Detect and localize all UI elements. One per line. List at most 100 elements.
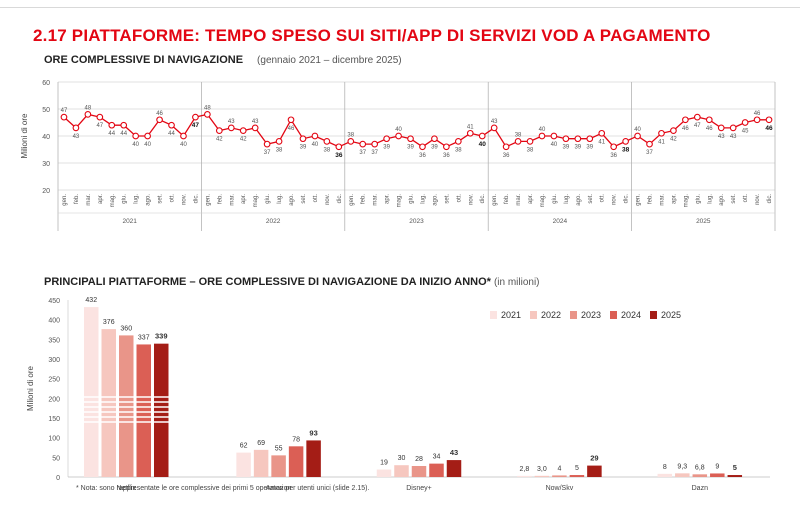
data-label: 38 xyxy=(515,132,522,138)
month-label: set. xyxy=(588,194,594,204)
data-label: 39 xyxy=(407,145,414,151)
data-point xyxy=(514,138,522,145)
month-label: gen. xyxy=(62,194,68,206)
data-point xyxy=(634,132,641,140)
legend-swatch xyxy=(570,311,577,319)
data-point xyxy=(156,116,163,124)
bar-value-label: 5 xyxy=(733,463,737,472)
data-label: 40 xyxy=(479,141,487,148)
legend-label: 2025 xyxy=(661,310,681,320)
y-tick-label: 50 xyxy=(42,107,50,114)
section2-heading: PRINCIPALI PIATTAFORME – ORE COMPLESSIVE… xyxy=(44,276,540,288)
data-point xyxy=(490,124,498,132)
data-label: 38 xyxy=(324,147,331,153)
data-point xyxy=(323,138,331,145)
month-label: mar. xyxy=(229,194,235,206)
data-point xyxy=(84,111,92,118)
month-label: lug. xyxy=(707,194,713,204)
bar xyxy=(675,473,690,477)
data-label: 37 xyxy=(264,150,271,156)
bar xyxy=(84,307,99,477)
bar-value-label: 5 xyxy=(575,465,579,472)
legend-label: 2024 xyxy=(621,310,641,320)
footnote: * Nota: sono rappresentate le ore comple… xyxy=(76,485,370,492)
data-label: 36 xyxy=(443,153,450,159)
data-label: 43 xyxy=(252,119,259,125)
data-point xyxy=(765,116,773,124)
month-label: set. xyxy=(158,194,164,204)
data-label: 40 xyxy=(551,142,558,148)
data-label: 38 xyxy=(347,132,354,138)
y-tick-label: 50 xyxy=(52,455,60,462)
month-label: gen. xyxy=(636,194,642,206)
data-label: 36 xyxy=(335,152,343,159)
bar xyxy=(692,474,708,477)
month-label: giu. xyxy=(409,194,415,204)
y-tick-label: 100 xyxy=(48,436,60,443)
data-point xyxy=(108,121,116,129)
data-point xyxy=(705,116,713,124)
month-label: mar. xyxy=(516,194,522,206)
data-label: 38 xyxy=(276,147,283,153)
data-label: 44 xyxy=(168,131,175,137)
bar-value-label: 6,8 xyxy=(695,464,705,471)
section1-subtitle: (gennaio 2021 – dicembre 2025) xyxy=(257,55,402,66)
data-point xyxy=(311,132,319,140)
data-point xyxy=(72,124,80,132)
data-point xyxy=(263,140,271,148)
month-label: giu. xyxy=(552,194,558,204)
data-label: 48 xyxy=(85,105,92,111)
y-tick-label: 60 xyxy=(42,80,50,87)
data-point xyxy=(729,124,737,132)
y-tick-label: 20 xyxy=(42,188,50,195)
year-label: 2024 xyxy=(553,218,568,225)
data-label: 42 xyxy=(240,137,247,143)
data-label: 40 xyxy=(180,142,187,148)
section2-subtitle: (in milioni) xyxy=(493,277,540,288)
month-label: mag. xyxy=(110,194,116,208)
month-label: ott. xyxy=(743,194,749,203)
bar-value-label: 3,0 xyxy=(537,466,547,473)
month-label: lug. xyxy=(564,194,570,204)
bar-value-label: 9 xyxy=(715,463,719,470)
month-label: giu. xyxy=(122,194,128,204)
category-label: Netflix xyxy=(117,485,137,492)
data-label: 38 xyxy=(455,147,462,153)
data-label: 43 xyxy=(730,134,737,140)
year-label: 2021 xyxy=(122,218,137,225)
month-label: dic. xyxy=(480,194,486,204)
bar-value-label: 360 xyxy=(120,325,132,332)
data-label: 36 xyxy=(419,153,426,159)
bar-value-label: 4 xyxy=(557,465,561,472)
month-label: ago. xyxy=(576,194,582,206)
bar-value-label: 28 xyxy=(415,456,423,463)
data-point xyxy=(407,135,414,143)
month-label: gen. xyxy=(492,194,498,206)
data-label: 42 xyxy=(216,137,223,143)
data-point xyxy=(538,132,546,140)
y-tick-label: 40 xyxy=(42,134,50,141)
month-label: ago. xyxy=(289,194,295,206)
bar xyxy=(136,344,151,477)
data-point xyxy=(443,143,450,151)
month-label: lug. xyxy=(134,194,140,204)
bar xyxy=(429,463,444,477)
data-label: 43 xyxy=(718,134,725,140)
data-point xyxy=(502,143,510,151)
y-tick-label: 200 xyxy=(48,396,60,403)
month-label: nov. xyxy=(468,194,474,205)
bar-value-label: 29 xyxy=(590,454,598,463)
data-point xyxy=(239,127,247,134)
section1-heading: ORE COMPLESSIVE DI NAVIGAZIONE (gennaio 2… xyxy=(44,54,402,66)
y-tick-label: 350 xyxy=(48,337,60,344)
legend-swatch xyxy=(490,311,497,319)
year-label: 2022 xyxy=(266,218,281,225)
y-axis-label: Milioni di ore xyxy=(26,365,35,410)
month-label: set. xyxy=(301,194,307,204)
bar xyxy=(236,452,251,477)
year-label: 2025 xyxy=(696,218,711,225)
top-divider xyxy=(0,7,800,8)
month-label: ago. xyxy=(146,194,152,206)
bar xyxy=(271,455,286,477)
